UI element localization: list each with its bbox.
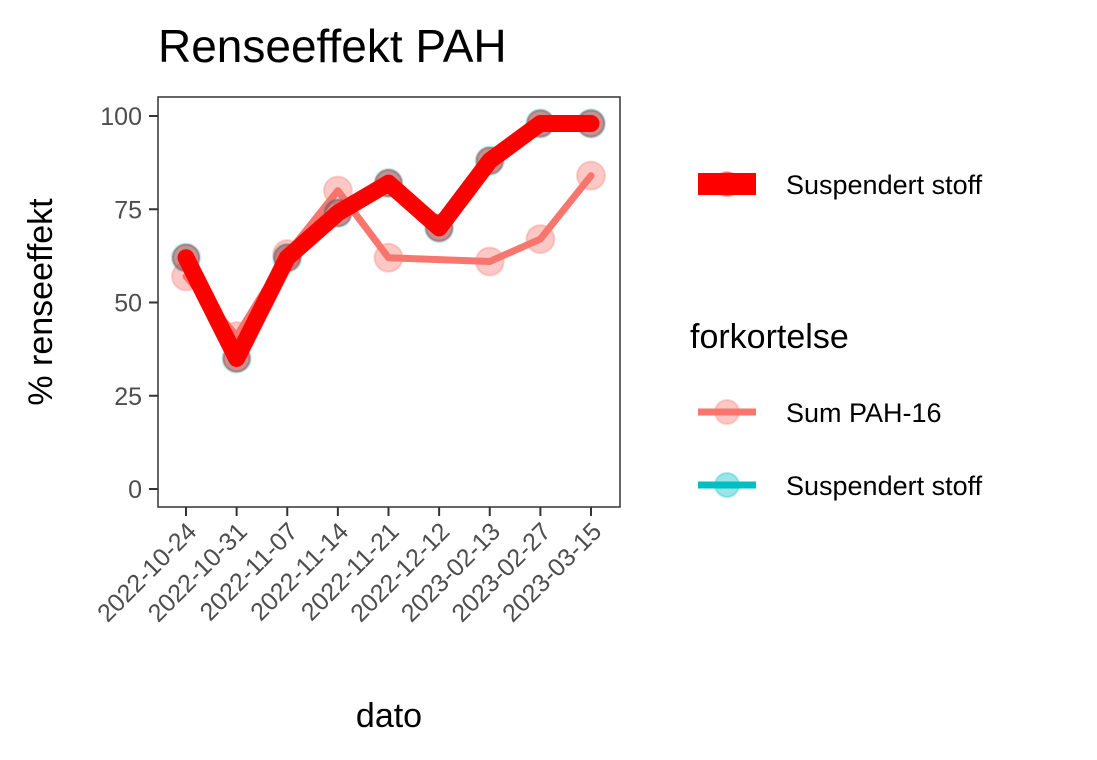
highlight-point — [425, 213, 454, 242]
series-point-1 — [576, 160, 606, 191]
highlight-point — [577, 109, 605, 138]
y-tick-label: 75 — [114, 196, 142, 224]
highlight-line — [177, 114, 600, 367]
y-tick-label: 25 — [114, 383, 142, 411]
series-line-1 — [182, 172, 595, 340]
x-axis-title: dato — [356, 697, 422, 735]
legend: forkortelse Sum PAH-16 Suspendert stoff — [690, 318, 983, 501]
highlight-point — [172, 243, 200, 272]
legend-label-2: Suspendert stoff — [786, 471, 983, 501]
y-axis: 0 25 50 75 100 — [100, 103, 158, 504]
highlight-point — [273, 243, 302, 272]
highlight-point — [323, 198, 352, 227]
x-axis: 2022-10-242022-10-312022-11-072022-11-14… — [92, 507, 607, 628]
highlight-point — [475, 146, 504, 175]
highlight-point — [222, 344, 251, 373]
highlight-point — [374, 169, 403, 198]
y-axis-title: % renseeffekt — [22, 198, 60, 406]
highlight-layer — [172, 109, 605, 373]
y-tick-label: 50 — [114, 290, 142, 318]
series-layer — [171, 108, 606, 374]
legend-key-point-1 — [714, 399, 740, 425]
highlight-point — [526, 109, 555, 138]
chart-title: Renseeffekt PAH — [158, 20, 507, 72]
y-tick-label: 100 — [100, 103, 142, 131]
y-tick-label: 0 — [128, 476, 142, 504]
legend-highlight-key-point — [714, 171, 740, 197]
series-point-1 — [373, 242, 404, 273]
series-point-1 — [525, 224, 556, 255]
legend-key-point-2 — [714, 472, 740, 498]
legend-title: forkortelse — [690, 318, 849, 356]
series-point-1 — [474, 246, 505, 277]
legend-highlight-label: Suspendert stoff — [786, 170, 983, 200]
legend-highlight: Suspendert stoff — [698, 170, 983, 200]
plot-panel — [157, 96, 621, 508]
legend-label-1: Sum PAH-16 — [786, 398, 942, 428]
